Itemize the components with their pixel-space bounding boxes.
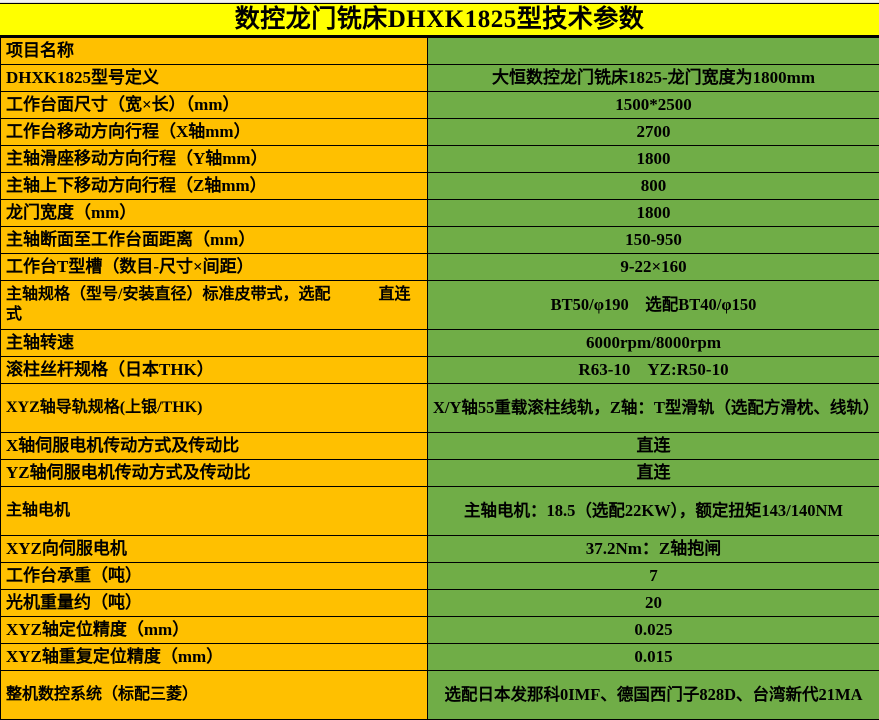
table-cell-value: 9-22×160 xyxy=(428,254,879,281)
table-cell-value: 主轴电机：18.5（选配22KW），额定扭矩143/140NM xyxy=(428,487,879,536)
table-cell-label: 主轴断面至工作台面距离（mm） xyxy=(1,227,428,254)
table-column-header-value xyxy=(428,38,879,65)
table-cell-label: 主轴上下移动方向行程（Z轴mm） xyxy=(1,173,428,200)
table-cell-value: 800 xyxy=(428,173,879,200)
table-cell-value: 20 xyxy=(428,590,879,617)
table-cell-label: 工作台T型槽（数目-尺寸×间距） xyxy=(1,254,428,281)
table-cell-label: 滚柱丝杆规格（日本THK） xyxy=(1,357,428,384)
table-cell-value: 7 xyxy=(428,563,879,590)
table-cell-label: 工作台移动方向行程（X轴mm） xyxy=(1,119,428,146)
table-cell-label: 龙门宽度（mm） xyxy=(1,200,428,227)
table-cell-label: 主轴规格（型号/安装直径）标准皮带式，选配 直连式 xyxy=(1,281,428,330)
table-row: DHXK1825型号定义大恒数控龙门铣床1825-龙门宽度为1800mm xyxy=(1,65,879,92)
table-cell-value: 直连 xyxy=(428,433,879,460)
table-cell-value: 150-950 xyxy=(428,227,879,254)
table-cell-value: X/Y轴55重载滚柱线轨，Z轴：T型滑轨（选配方滑枕、线轨） xyxy=(428,384,879,433)
table-cell-value: 大恒数控龙门铣床1825-龙门宽度为1800mm xyxy=(428,65,879,92)
table-row: 主轴电机主轴电机：18.5（选配22KW），额定扭矩143/140NM xyxy=(1,487,879,536)
table-cell-value: 6000rpm/8000rpm xyxy=(428,330,879,357)
table-cell-label: XYZ轴重复定位精度（mm） xyxy=(1,644,428,671)
table-cell-label: XYZ轴定位精度（mm） xyxy=(1,617,428,644)
table-cell-value: 1800 xyxy=(428,146,879,173)
table-cell-value: 1800 xyxy=(428,200,879,227)
table-row: X轴伺服电机传动方式及传动比直连 xyxy=(1,433,879,460)
table-cell-value: 1500*2500 xyxy=(428,92,879,119)
table-cell-value: 37.2Nm：Z轴抱闸 xyxy=(428,536,879,563)
table-cell-label: XYZ向伺服电机 xyxy=(1,536,428,563)
table-row: 主轴上下移动方向行程（Z轴mm）800 xyxy=(1,173,879,200)
table-cell-label: 光机重量约（吨） xyxy=(1,590,428,617)
table-row: XYZ轴导轨规格(上银/THK)X/Y轴55重载滚柱线轨，Z轴：T型滑轨（选配方… xyxy=(1,384,879,433)
table-cell-label: YZ轴伺服电机传动方式及传动比 xyxy=(1,460,428,487)
table-row: XYZ轴定位精度（mm）0.025 xyxy=(1,617,879,644)
table-cell-label: 主轴电机 xyxy=(1,487,428,536)
table-row: 工作台面尺寸（宽×长）（mm）1500*2500 xyxy=(1,92,879,119)
table-row: 光机重量约（吨）20 xyxy=(1,590,879,617)
table-row: 工作台移动方向行程（X轴mm）2700 xyxy=(1,119,879,146)
table-row: 龙门宽度（mm）1800 xyxy=(1,200,879,227)
table-cell-label: 主轴转速 xyxy=(1,330,428,357)
page-title: 数控龙门铣床DHXK1825型技术参数 xyxy=(235,7,645,32)
table-row: XYZ轴重复定位精度（mm）0.015 xyxy=(1,644,879,671)
table-cell-value: 直连 xyxy=(428,460,879,487)
table-cell-value: 2700 xyxy=(428,119,879,146)
table-row: 工作台承重（吨）7 xyxy=(1,563,879,590)
table-cell-label: 工作台面尺寸（宽×长）（mm） xyxy=(1,92,428,119)
table-cell-label: 工作台承重（吨） xyxy=(1,563,428,590)
table-column-header-label: 项目名称 xyxy=(1,38,428,65)
table-cell-value: BT50/φ190 选配BT40/φ150 xyxy=(428,281,879,330)
table-row: 工作台T型槽（数目-尺寸×间距）9-22×160 xyxy=(1,254,879,281)
table-cell-label: XYZ轴导轨规格(上银/THK) xyxy=(1,384,428,433)
table-cell-label: DHXK1825型号定义 xyxy=(1,65,428,92)
table-row: YZ轴伺服电机传动方式及传动比直连 xyxy=(1,460,879,487)
table-row: 主轴滑座移动方向行程（Y轴mm）1800 xyxy=(1,146,879,173)
document-title-bar: 数控龙门铣床DHXK1825型技术参数 xyxy=(0,3,879,37)
table-cell-value: 选配日本发那科0IMF、德国西门子828D、台湾新代21MA xyxy=(428,671,879,720)
table-row: 滚柱丝杆规格（日本THK）R63-10 YZ:R50-10 xyxy=(1,357,879,384)
table-cell-value: R63-10 YZ:R50-10 xyxy=(428,357,879,384)
table-row: 整机数控系统（标配三菱）选配日本发那科0IMF、德国西门子828D、台湾新代21… xyxy=(1,671,879,720)
table-cell-value: 0.015 xyxy=(428,644,879,671)
table-cell-label: 整机数控系统（标配三菱） xyxy=(1,671,428,720)
table-row: 项目名称 xyxy=(1,38,879,65)
table-cell-value: 0.025 xyxy=(428,617,879,644)
table-row: 主轴断面至工作台面距离（mm）150-950 xyxy=(1,227,879,254)
table-cell-label: X轴伺服电机传动方式及传动比 xyxy=(1,433,428,460)
table-cell-label: 主轴滑座移动方向行程（Y轴mm） xyxy=(1,146,428,173)
